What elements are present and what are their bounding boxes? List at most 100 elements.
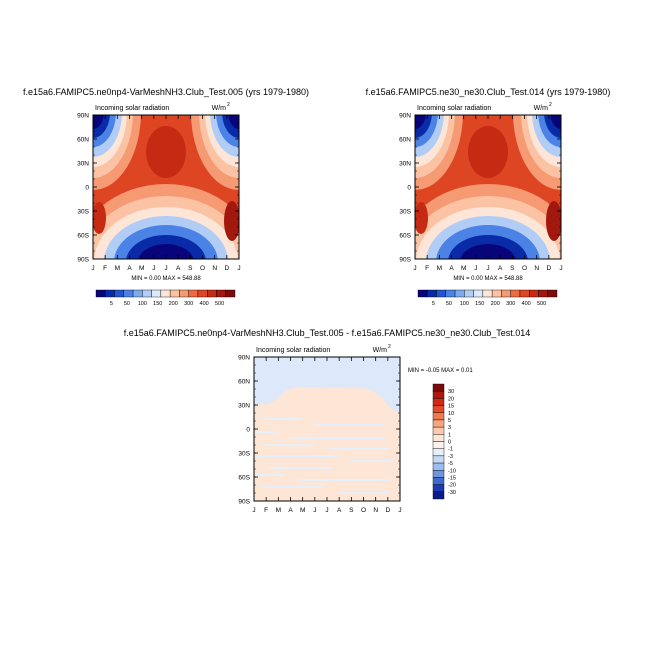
x-tick-label: A [449,265,454,272]
panel-unit-sup: 2 [227,102,230,108]
colorbar-swatch [432,477,445,485]
x-tick-label: A [337,507,342,514]
contour-summer-max-north [468,126,508,178]
x-tick-label: S [188,265,193,272]
colorbar-swatch [432,441,445,449]
axes-panel-3: J F M A M J J A S O N D J90N60N30N030S60S90S30201510… [238,355,456,515]
colorbar-label: 1 [448,432,451,438]
y-tick-label: 60S [77,233,89,240]
colorbar-swatch [432,455,445,464]
y-tick-label: 60S [399,233,411,240]
panel-top-left: f.e15a6.FAMIPC5.ne0np4-VarMeshNH3.Club_T… [23,87,309,259]
colorbar-swatch [105,289,115,298]
colorbar-swatch [432,419,445,428]
x-tick-label: M [461,265,466,272]
colorbar-swatch [547,289,558,298]
y-tick-label: 30S [77,209,89,216]
panel-unit-sup: 2 [388,344,391,350]
y-tick-label: 60N [238,379,250,386]
colorbar: 5 50 100 150 200 300 400 500 [417,289,558,307]
x-tick-label: A [176,265,181,272]
colorbar-swatch [188,289,199,298]
colorbar-label: 50 [124,301,130,307]
panel-title: f.e15a6.FAMIPC5.ne0np4-VarMeshNH3.Club_T… [124,328,531,338]
colorbar-label: -10 [448,468,456,474]
colorbar-label: 100 [138,301,147,307]
contour-negative-north-lobe [310,357,362,375]
contour-summer-max-southwest [415,202,428,234]
contour-negative-streaks [256,418,394,494]
x-tick-label: S [510,265,515,272]
y-tick-label: 90N [238,355,250,362]
colorbar-swatch [206,289,217,298]
plot-area [415,115,561,259]
colorbar-label: -20 [448,483,456,489]
x-tick-label: O [200,265,205,272]
panel-stats: MIN = 0.00 MAX = 548.88 [453,276,523,282]
colorbar-swatch [132,289,143,298]
y-tick-label: 30S [238,451,250,458]
y-tick-label: 90S [238,499,250,506]
x-tick-label: M [115,265,120,272]
x-tick-label: J [164,265,167,272]
panel-stats: MIN = 0.00 MAX = 548.88 [131,276,201,282]
contour-south-0 [460,244,516,259]
colorbar-label: 50 [446,301,452,307]
colorbar-label: 200 [491,301,500,307]
x-tick-label: J [325,507,328,514]
x-tick-label: J [313,507,316,514]
panel-unit-sup: 2 [549,102,552,108]
colorbar-swatch [169,289,180,298]
colorbar-label: 0 [448,440,451,446]
colorbar-swatch [445,289,456,298]
colorbar-swatch [427,289,437,298]
x-tick-label: F [425,265,429,272]
x-tick-label: F [264,507,268,514]
x-tick-label: J [413,265,416,272]
colorbar-swatch [432,484,445,493]
plot-area [254,357,400,501]
x-tick-label: O [361,507,366,514]
y-tick-label: 60S [238,475,250,482]
colorbar-swatch [432,390,445,399]
contour-north-jan-0 [93,115,104,129]
panel-unit-label: W/m [212,105,227,112]
colorbar-label: 400 [200,301,209,307]
x-tick-label: D [546,265,551,272]
colorbar-swatch [417,289,428,298]
x-tick-label: N [373,507,378,514]
colorbar-label: 150 [475,301,484,307]
y-tick-label: 0 [246,427,250,434]
colorbar-swatch [482,289,493,298]
colorbar-label: 500 [215,301,224,307]
x-tick-label: A [127,265,132,272]
colorbar-swatch [510,289,521,298]
colorbar-swatch [432,462,445,471]
y-tick-label: 90N [77,113,89,120]
x-tick-label: F [103,265,107,272]
contour-summer-max-southwest [93,202,106,234]
colorbar-swatch [432,426,445,435]
colorbar-label: 20 [448,396,454,402]
panel-title: f.e15a6.FAMIPC5.ne0np4-VarMeshNH3.Club_T… [23,87,309,97]
y-tick-label: 30N [77,161,89,168]
x-tick-label: N [212,265,217,272]
colorbar-swatch [123,289,134,298]
y-tick-label: 0 [407,185,411,192]
colorbar-swatch [432,412,445,421]
colorbar-label: -1 [448,447,453,453]
x-tick-label: J [91,265,94,272]
colorbar-label: 15 [448,404,454,410]
colorbar-swatch [529,289,539,298]
y-tick-label: 0 [85,185,89,192]
contour-south-0 [138,244,194,259]
colorbar-swatch [197,289,208,298]
x-tick-label: M [437,265,442,272]
y-tick-label: 30N [399,161,411,168]
x-tick-label: A [288,507,293,514]
colorbar-label: 5 [432,301,435,307]
